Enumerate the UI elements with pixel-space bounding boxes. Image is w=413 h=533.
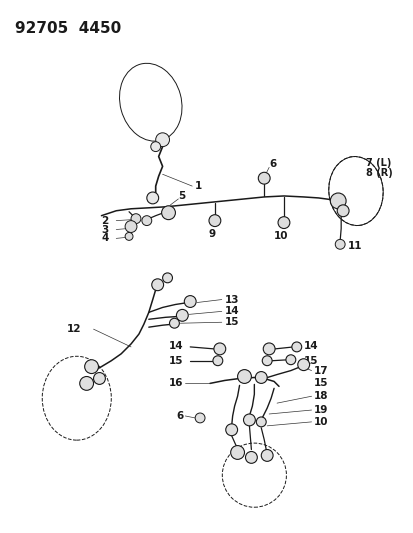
Circle shape xyxy=(150,142,160,151)
Text: 10: 10 xyxy=(273,231,287,241)
Circle shape xyxy=(243,414,255,426)
Text: 4: 4 xyxy=(101,233,109,244)
Circle shape xyxy=(155,133,169,147)
Circle shape xyxy=(80,376,93,390)
Circle shape xyxy=(125,232,133,240)
Circle shape xyxy=(261,356,271,366)
Circle shape xyxy=(263,343,274,355)
Circle shape xyxy=(85,360,98,374)
Circle shape xyxy=(261,449,273,462)
Text: 19: 19 xyxy=(313,405,327,415)
Circle shape xyxy=(169,318,179,328)
Text: 5: 5 xyxy=(178,191,185,201)
Circle shape xyxy=(337,205,348,217)
Circle shape xyxy=(330,193,345,209)
Text: 15: 15 xyxy=(224,317,239,327)
Text: 15: 15 xyxy=(169,356,183,366)
Circle shape xyxy=(258,172,270,184)
Circle shape xyxy=(152,279,163,290)
Circle shape xyxy=(256,417,266,427)
Circle shape xyxy=(147,192,158,204)
Text: 14: 14 xyxy=(303,341,318,351)
Text: 11: 11 xyxy=(347,241,362,251)
Text: 9: 9 xyxy=(208,229,215,239)
Circle shape xyxy=(212,356,222,366)
Circle shape xyxy=(335,239,344,249)
Circle shape xyxy=(162,273,172,283)
Text: 92705  4450: 92705 4450 xyxy=(14,21,121,36)
Circle shape xyxy=(237,369,251,383)
Text: 16: 16 xyxy=(169,378,183,389)
Circle shape xyxy=(214,343,225,355)
Text: 3: 3 xyxy=(101,224,109,235)
Text: 15: 15 xyxy=(303,356,318,366)
Circle shape xyxy=(255,372,266,383)
Circle shape xyxy=(297,359,309,370)
Text: 15: 15 xyxy=(313,378,327,389)
Circle shape xyxy=(184,296,196,308)
Text: 1: 1 xyxy=(195,181,202,191)
Circle shape xyxy=(278,217,289,229)
Circle shape xyxy=(142,216,152,225)
Circle shape xyxy=(161,206,175,220)
Circle shape xyxy=(125,221,137,232)
Text: 18: 18 xyxy=(313,391,327,401)
Text: 14: 14 xyxy=(168,341,183,351)
Text: 17: 17 xyxy=(313,366,328,376)
Circle shape xyxy=(93,373,105,384)
Text: 7 (L): 7 (L) xyxy=(365,158,390,168)
Text: 12: 12 xyxy=(67,324,81,334)
Text: 8 (R): 8 (R) xyxy=(365,168,392,178)
Circle shape xyxy=(225,424,237,435)
Circle shape xyxy=(245,451,257,463)
Text: 6: 6 xyxy=(176,411,183,421)
Circle shape xyxy=(176,310,188,321)
Text: 6: 6 xyxy=(268,159,276,169)
Text: 2: 2 xyxy=(101,216,109,225)
Text: 10: 10 xyxy=(313,417,327,427)
Circle shape xyxy=(291,342,301,352)
Circle shape xyxy=(230,446,244,459)
Circle shape xyxy=(285,355,295,365)
Circle shape xyxy=(209,215,220,227)
Text: 14: 14 xyxy=(224,306,239,317)
Circle shape xyxy=(131,214,140,223)
Text: 13: 13 xyxy=(224,295,239,304)
Circle shape xyxy=(195,413,204,423)
